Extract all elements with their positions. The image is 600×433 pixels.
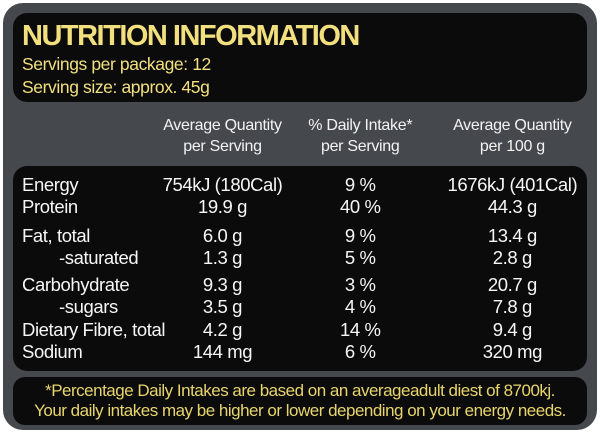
- value-per-100g: 20.7 g: [487, 274, 537, 295]
- table-row: -saturated 1.3 g 5 % 2.8 g: [13, 247, 587, 269]
- value-per-100g: 13.4 g: [487, 225, 537, 246]
- value-per-serving: 9.3 g: [202, 274, 243, 295]
- nutrient-name: Fat, total: [22, 225, 90, 246]
- table-row: Fat, total 6.0 g 9 % 13.4 g: [13, 225, 587, 247]
- table-row: -sugars 3.5 g 4 % 7.8 g: [13, 296, 587, 318]
- nutrient-name: Sodium: [22, 340, 83, 362]
- column-header-per-100g: Average Quantity per 100 g: [453, 117, 572, 155]
- nutrient-name: Carbohydrate: [22, 274, 130, 295]
- column-header-daily-intake: % Daily Intake* per Serving: [308, 117, 413, 155]
- value-daily-intake: 4 %: [344, 295, 376, 317]
- value-daily-intake: 9 %: [344, 225, 376, 246]
- table-row: Sodium 144 mg 6 % 320 mg: [13, 341, 587, 363]
- nutrient-name: -sugars: [59, 295, 118, 317]
- nutrient-name: Dietary Fibre, total: [22, 319, 166, 340]
- table-row: Carbohydrate 9.3 g 3 % 20.7 g: [13, 274, 587, 296]
- table-row: Protein 19.9 g 40 % 44.3 g: [13, 196, 587, 218]
- footnote-line-1: *Percentage Daily Intakes are based on a…: [45, 381, 555, 400]
- value-per-serving: 19.9 g: [197, 195, 248, 217]
- footnote-line-2: Your daily intakes may be higher or lowe…: [34, 401, 566, 420]
- value-per-serving: 1.3 g: [202, 246, 243, 268]
- value-per-serving: 754kJ (180Cal): [162, 174, 283, 195]
- value-daily-intake: 6 %: [344, 340, 376, 362]
- table-row: Energy 754kJ (180Cal) 9 % 1676kJ (401Cal…: [13, 174, 587, 196]
- value-per-100g: 2.8 g: [492, 246, 533, 268]
- value-daily-intake: 40 %: [339, 195, 381, 217]
- column-headers: Average Quantity per Serving % Daily Int…: [13, 102, 587, 166]
- footnote-panel: *Percentage Daily Intakes are based on a…: [13, 377, 587, 425]
- value-per-100g: 9.4 g: [492, 319, 533, 340]
- value-per-100g: 44.3 g: [487, 195, 537, 217]
- label-header-panel: NUTRITION INFORMATION Servings per packa…: [13, 13, 587, 102]
- serving-size: Serving size: approx. 45g: [22, 77, 210, 97]
- label-title: NUTRITION INFORMATION: [22, 20, 360, 52]
- nutrient-name: -saturated: [59, 246, 139, 268]
- nutrition-label: NUTRITION INFORMATION Servings per packa…: [3, 3, 597, 430]
- value-per-100g: 320 mg: [482, 340, 543, 362]
- value-daily-intake: 9 %: [344, 174, 376, 195]
- value-per-serving: 6.0 g: [202, 225, 243, 246]
- value-daily-intake: 3 %: [344, 274, 376, 295]
- nutrient-table-panel: Energy 754kJ (180Cal) 9 % 1676kJ (401Cal…: [13, 166, 587, 371]
- value-per-serving: 3.5 g: [202, 295, 243, 317]
- value-per-100g: 7.8 g: [492, 295, 533, 317]
- nutrient-name: Protein: [22, 195, 78, 217]
- column-header-per-serving: Average Quantity per Serving: [163, 117, 282, 155]
- servings-per-package: Servings per package: 12: [22, 54, 211, 74]
- value-per-serving: 4.2 g: [202, 319, 243, 340]
- value-per-100g: 1676kJ (401Cal): [447, 174, 578, 195]
- value-daily-intake: 5 %: [344, 246, 376, 268]
- table-row: Dietary Fibre, total 4.2 g 14 % 9.4 g: [13, 319, 587, 341]
- nutrient-name: Energy: [22, 174, 79, 195]
- value-per-serving: 144 mg: [192, 340, 253, 362]
- value-daily-intake: 14 %: [339, 319, 381, 340]
- column-header-spacer: [13, 116, 162, 166]
